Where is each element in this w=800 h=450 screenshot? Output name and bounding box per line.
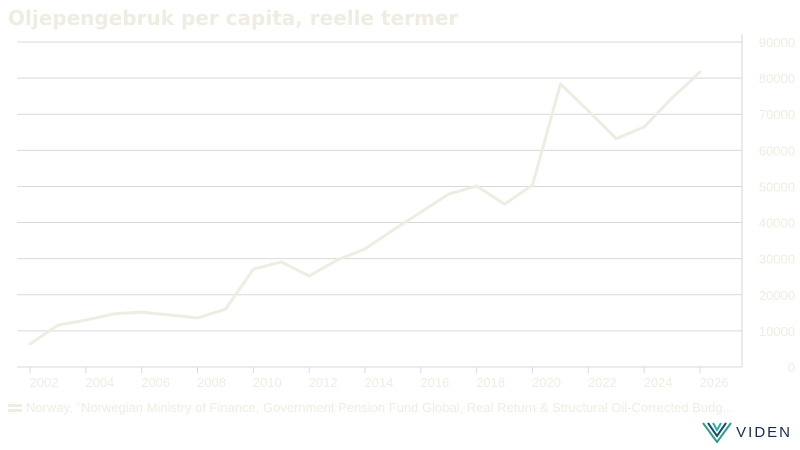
data-point xyxy=(223,307,227,311)
data-point xyxy=(586,109,590,113)
x-tick-label: 2008 xyxy=(197,375,226,390)
viden-logo-icon xyxy=(702,422,732,443)
x-tick-label: 2026 xyxy=(700,375,729,390)
x-tick-label: 2014 xyxy=(365,375,394,390)
y-tick-label: 50000 xyxy=(759,179,795,194)
y-tick-label: 80000 xyxy=(759,71,795,86)
data-point xyxy=(307,274,311,278)
logo-text: VIDEN xyxy=(736,423,792,441)
y-tick-label: 40000 xyxy=(759,216,795,231)
data-point xyxy=(419,210,423,214)
data-point xyxy=(447,192,451,196)
x-tick-label: 2004 xyxy=(85,375,114,390)
y-tick-label: 10000 xyxy=(759,324,795,339)
data-point xyxy=(112,312,116,316)
data-point xyxy=(614,137,618,141)
data-point xyxy=(698,70,702,74)
legend-swatch xyxy=(8,403,22,412)
data-point xyxy=(140,310,144,314)
x-tick-label: 2012 xyxy=(309,375,338,390)
x-tick-label: 2022 xyxy=(588,375,617,390)
data-point xyxy=(503,202,507,206)
x-tick-label: 2010 xyxy=(253,375,282,390)
y-tick-label: 0 xyxy=(788,360,795,375)
data-point xyxy=(196,316,200,320)
data-point xyxy=(391,228,395,232)
data-point xyxy=(168,313,172,317)
x-tick-label: 2024 xyxy=(644,375,673,390)
legend[interactable]: Norway, "Norwegian Ministry of Finance, … xyxy=(8,400,733,415)
x-tick-label: 2018 xyxy=(476,375,505,390)
data-point xyxy=(251,267,255,271)
viden-logo: VIDEN xyxy=(702,421,792,443)
x-tick-label: 2016 xyxy=(420,375,449,390)
data-point xyxy=(84,318,88,322)
data-point xyxy=(28,342,32,346)
data-point xyxy=(558,82,562,86)
y-tick-label: 70000 xyxy=(759,107,795,122)
data-point xyxy=(335,258,339,262)
y-tick-label: 30000 xyxy=(759,252,795,267)
data-point xyxy=(363,247,367,251)
data-point xyxy=(642,125,646,129)
series-line xyxy=(29,70,702,346)
y-tick-label: 60000 xyxy=(759,143,795,158)
x-tick-label: 2020 xyxy=(532,375,561,390)
data-point xyxy=(279,260,283,264)
y-tick-label: 90000 xyxy=(759,35,795,50)
chart-title: Oljepengebruk per capita, reelle termer xyxy=(8,6,459,30)
y-tick-label: 20000 xyxy=(759,288,795,303)
data-point xyxy=(531,183,535,187)
data-point xyxy=(56,323,60,327)
legend-label: Norway, "Norwegian Ministry of Finance, … xyxy=(26,400,734,415)
x-tick-label: 2002 xyxy=(30,375,59,390)
x-tick-label: 2006 xyxy=(141,375,170,390)
data-point xyxy=(670,96,674,100)
data-point xyxy=(475,184,479,188)
